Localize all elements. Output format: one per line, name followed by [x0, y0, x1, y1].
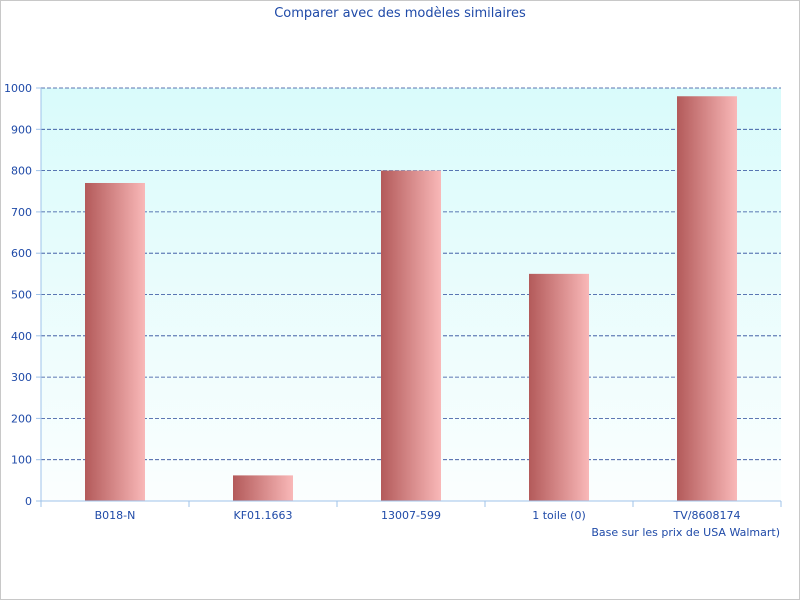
y-tick-label: 1000: [4, 82, 32, 95]
y-tick-label: 700: [11, 206, 32, 219]
bar-13007-599: [381, 170, 441, 501]
x-tick-label: 1 toile (0): [532, 509, 586, 522]
bar-1-toile-0-: [529, 273, 589, 501]
bar-kf01-1663: [233, 475, 293, 501]
y-tick-label: 800: [11, 165, 32, 178]
bar-b018-n: [85, 182, 145, 502]
y-tick-label: 400: [11, 330, 32, 343]
x-tick-label: TV/8608174: [673, 509, 741, 522]
y-tick-label: 300: [11, 371, 32, 384]
y-tick-label: 600: [11, 247, 32, 260]
y-tick-label: 200: [11, 412, 32, 425]
x-tick-label: 13007-599: [381, 509, 441, 522]
y-tick-label: 0: [25, 495, 32, 508]
y-tick-labels: 0 100 200 300 400 500 600 700 800 900 1000: [4, 82, 32, 508]
y-tick-label: 500: [11, 289, 32, 302]
y-tick-label: 100: [11, 454, 32, 467]
y-tick-label: 900: [11, 123, 32, 136]
bar-tv-8608174: [677, 96, 737, 501]
x-tick-label: B018-N: [95, 509, 136, 522]
price-source-note: Base sur les prix de USA Walmart): [591, 526, 780, 539]
axes: [40, 88, 782, 507]
bars: [85, 96, 737, 502]
chart-title: Comparer avec des modèles similaires: [274, 6, 526, 21]
x-tick-labels: B018-N KF01.1663 13007-599 1 toile (0) TV/86…: [95, 509, 741, 522]
x-tick-label: KF01.1663: [233, 509, 292, 522]
